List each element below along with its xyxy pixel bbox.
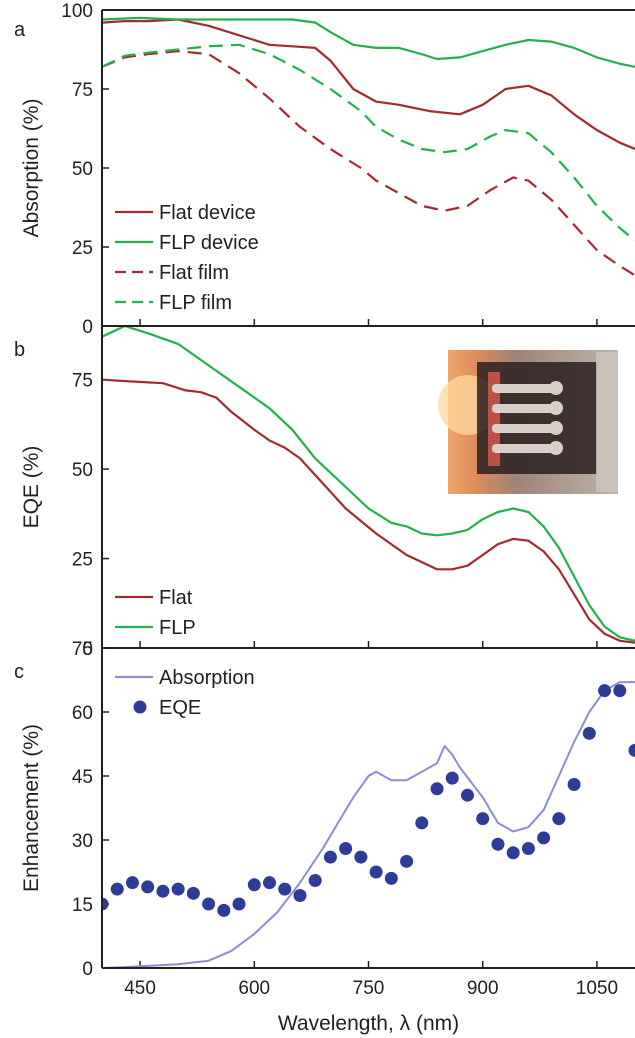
panel-a: a Absorption (%) 0 25 50 75 100 Flat device FLP … <box>14 1 635 338</box>
y-axis-label-a: Absorption (%) <box>20 99 43 238</box>
eqe-point <box>400 854 414 868</box>
y-tick-label-c: 60 <box>72 703 93 724</box>
y-tick-label-c: 75 <box>72 639 93 660</box>
device-photo-inset <box>438 350 618 494</box>
y-tick-label-a: 0 <box>82 317 93 338</box>
eqe-point <box>430 782 444 796</box>
series-line-flp <box>102 326 635 642</box>
panel-b: b EQE (%) 0 25 50 75 Flat FLP <box>14 325 635 660</box>
x-tick-label: 450 <box>124 978 156 999</box>
plot-area-c <box>102 681 635 968</box>
legend-b: Flat FLP <box>115 587 196 639</box>
plot-area-a <box>102 16 635 277</box>
eqe-point <box>263 876 277 890</box>
series-line-flp-device <box>102 16 635 68</box>
series-line-flat <box>102 378 635 644</box>
x-axis-label: Wavelength, λ (nm) <box>278 1012 459 1035</box>
eqe-point <box>308 874 322 888</box>
eqe-point <box>567 778 581 792</box>
x-tick-label: 600 <box>238 978 270 999</box>
eqe-point <box>582 726 596 740</box>
eqe-point <box>278 882 292 896</box>
x-tick-label: 900 <box>467 978 499 999</box>
eqe-point <box>598 684 612 698</box>
eqe-point <box>102 897 109 911</box>
legend-label: Flat film <box>159 262 229 284</box>
y-tick-label-b: 75 <box>72 371 93 392</box>
eqe-point <box>552 812 566 826</box>
plot-area-b <box>102 326 635 644</box>
legend-label: Flat <box>159 587 193 609</box>
eqe-point <box>125 876 139 890</box>
y-tick-label-a: 100 <box>61 1 93 22</box>
eqe-point <box>537 831 551 845</box>
legend-label: FLP film <box>159 292 232 314</box>
legend-label: FLP device <box>159 232 259 254</box>
eqe-point <box>628 743 635 757</box>
eqe-point <box>354 850 368 864</box>
series-line-absorption <box>102 681 635 968</box>
eqe-point <box>217 903 231 917</box>
legend-c: Absorption EQE <box>115 667 255 719</box>
legend-marker <box>133 700 147 714</box>
x-tick-label: 750 <box>353 978 385 999</box>
legend-label: FLP <box>159 617 196 639</box>
y-tick-label-b: 50 <box>72 460 93 481</box>
eqe-point <box>110 882 124 896</box>
eqe-point <box>232 897 246 911</box>
eqe-point <box>323 850 337 864</box>
y-tick-label-c: 0 <box>82 959 93 980</box>
eqe-point <box>521 842 535 856</box>
legend-a: Flat device FLP device Flat film FLP film <box>115 202 259 314</box>
y-tick-label-a: 25 <box>72 238 93 259</box>
eqe-point <box>369 865 383 879</box>
eqe-point <box>613 684 627 698</box>
eqe-point <box>156 884 170 898</box>
eqe-point <box>460 788 474 802</box>
series-line-flp-film <box>102 43 635 242</box>
series-line-flat-film <box>102 50 635 277</box>
x-tick-label: 1050 <box>576 978 618 999</box>
eqe-point <box>293 888 307 902</box>
y-tick-label-c: 30 <box>72 831 93 852</box>
eqe-point <box>339 842 353 856</box>
eqe-point <box>491 837 505 851</box>
y-tick-label-a: 75 <box>72 80 93 101</box>
eqe-point <box>445 771 459 785</box>
eqe-point <box>415 816 429 830</box>
panel-letter-b: b <box>14 339 25 361</box>
y-tick-label-c: 45 <box>72 767 93 788</box>
series-line-flat-device <box>102 18 635 151</box>
eqe-point <box>141 880 155 894</box>
y-axis-label-b: EQE (%) <box>20 446 43 529</box>
eqe-point <box>506 846 520 860</box>
legend-label: Absorption <box>159 667 255 689</box>
eqe-point <box>384 871 398 885</box>
eqe-point <box>476 812 490 826</box>
y-tick-label-b: 25 <box>72 550 93 571</box>
y-tick-label-c: 15 <box>72 895 93 916</box>
panel-c: c Enhancement (%) 0 15 30 45 60 75 450 600 750 900 1… <box>14 639 635 1035</box>
y-axis-label-c: Enhancement (%) <box>20 724 43 892</box>
eqe-point <box>202 897 216 911</box>
y-tick-label-b: 0 <box>82 639 93 660</box>
legend-label: Flat device <box>159 202 256 224</box>
legend-label: EQE <box>159 697 201 719</box>
panel-letter-c: c <box>14 661 24 683</box>
panel-letter-a: a <box>14 19 26 41</box>
eqe-point <box>186 886 200 900</box>
eqe-point <box>247 878 261 892</box>
eqe-point <box>171 882 185 896</box>
y-tick-label-a: 50 <box>72 159 93 180</box>
